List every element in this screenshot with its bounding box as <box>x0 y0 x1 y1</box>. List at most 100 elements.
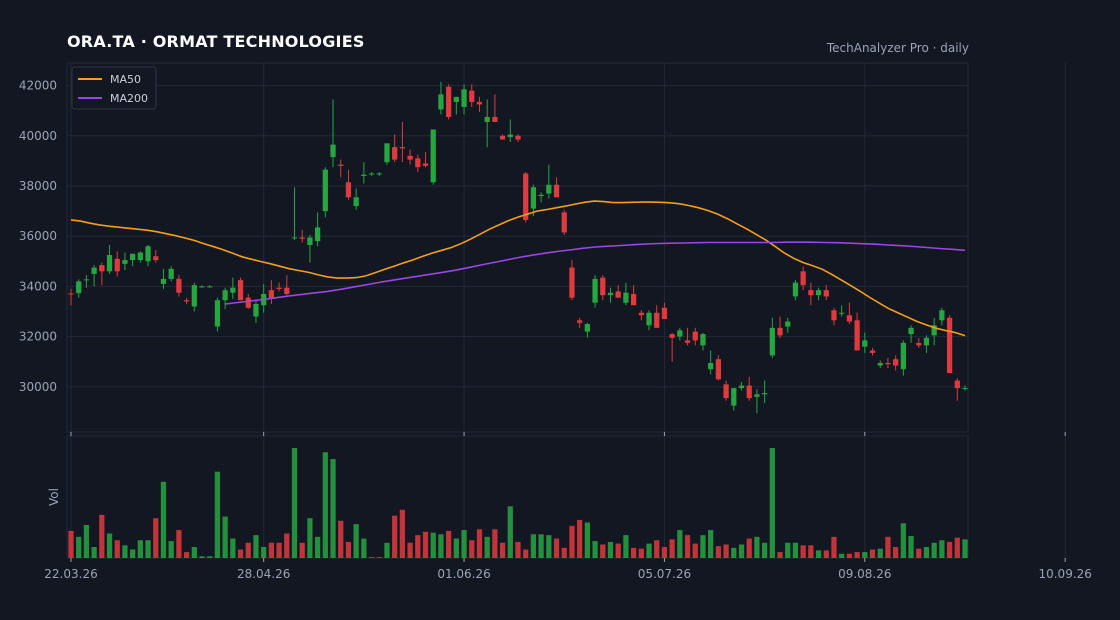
candle-body <box>923 337 930 346</box>
volume-bar <box>646 543 652 558</box>
y-tick-label: 42000 <box>19 79 57 93</box>
volume-bar <box>654 540 660 558</box>
volume-bar <box>592 541 598 558</box>
candle-body <box>815 290 822 296</box>
candle-body <box>345 182 352 198</box>
x-tick-label: 01.06.26 <box>437 567 490 581</box>
candle-body <box>808 290 814 296</box>
candle-body <box>338 164 344 166</box>
candle-body <box>361 174 367 176</box>
volume-bar <box>230 538 236 558</box>
candle-body <box>916 342 922 346</box>
volume-bar <box>638 548 644 558</box>
volume-bar <box>708 530 714 558</box>
volume-bar <box>869 549 876 558</box>
volume-bar <box>684 535 691 558</box>
volume-bar <box>207 556 213 558</box>
candle-body <box>122 260 128 264</box>
candle-body <box>484 116 490 122</box>
volume-bar <box>330 459 336 558</box>
candle-body <box>499 135 506 140</box>
volume-bar <box>800 545 806 558</box>
candle-body <box>507 134 513 138</box>
candle-body <box>877 362 883 366</box>
candle-body <box>600 277 606 296</box>
candle-body <box>646 312 652 326</box>
volume-bar <box>268 542 274 558</box>
volume-bar <box>900 523 906 558</box>
volume-bar <box>823 550 829 558</box>
candle-body <box>191 285 197 307</box>
candle-body <box>777 327 783 336</box>
candle-body <box>692 331 698 341</box>
volume-bar <box>946 541 953 558</box>
candle-body <box>245 297 251 308</box>
candle-body <box>523 173 529 220</box>
candle-body <box>430 129 436 183</box>
volume-bar <box>630 547 637 558</box>
volume-bar <box>191 547 197 558</box>
candle-body <box>623 292 629 303</box>
candle-body <box>746 385 752 399</box>
candle-body <box>584 324 590 332</box>
volume-bar <box>453 538 459 558</box>
volume-bar <box>769 448 775 558</box>
volume-bar <box>931 542 937 558</box>
candle-body <box>237 280 244 301</box>
volume-bar <box>83 525 90 558</box>
volume-bar <box>214 471 221 558</box>
candle-body <box>839 312 845 314</box>
volume-bar <box>245 542 251 558</box>
volume-bar <box>176 530 182 558</box>
candle-body <box>268 290 274 299</box>
candle-body <box>615 291 621 298</box>
volume-bar <box>885 536 891 558</box>
volume-bar <box>137 540 143 558</box>
volume-bar <box>569 525 575 558</box>
y-tick-label: 30000 <box>19 380 57 394</box>
candle-body <box>492 116 498 122</box>
candle-body <box>823 290 829 297</box>
volume-bar <box>815 550 822 558</box>
volume-bar <box>846 553 853 558</box>
candle-body <box>276 287 282 289</box>
candle-body <box>307 237 313 245</box>
volume-bar <box>939 540 945 558</box>
candle-body <box>607 292 614 296</box>
candle-body <box>461 89 467 107</box>
volume-bar <box>615 543 621 558</box>
candle-body <box>708 362 714 370</box>
volume-bar <box>908 536 914 558</box>
candle-body <box>731 388 737 406</box>
volume-bar <box>561 547 567 558</box>
volume-bar <box>723 544 729 558</box>
volume-bar <box>831 536 837 558</box>
candle-body <box>854 320 860 351</box>
candle-body <box>368 173 375 175</box>
volume-bar <box>792 542 799 558</box>
candle-body <box>785 321 791 327</box>
candle-body <box>893 359 899 366</box>
candle-body <box>962 388 968 390</box>
y-tick-label: 38000 <box>19 179 57 193</box>
volume-bar <box>415 535 421 558</box>
candle-body <box>291 237 298 239</box>
candle-body <box>384 143 390 163</box>
candle-body <box>183 300 190 302</box>
chart-title: ORA.TA · ORMAT TECHNOLOGIES <box>67 32 365 51</box>
x-tick-label: 22.03.26 <box>44 567 97 581</box>
candle-body <box>869 350 876 353</box>
volume-bar <box>754 536 760 558</box>
volume-bar <box>538 534 544 558</box>
volume-bar <box>600 544 606 558</box>
volume-bar <box>399 509 406 558</box>
volume-bar <box>484 536 490 558</box>
price-panel-frame <box>66 62 969 433</box>
candle-body <box>422 163 429 166</box>
volume-bar <box>762 542 768 558</box>
candle-body <box>106 255 113 272</box>
candle-body <box>114 258 120 272</box>
volume-bar <box>237 549 244 558</box>
volume-bar <box>353 524 359 558</box>
y-tick-label: 40000 <box>19 129 57 143</box>
